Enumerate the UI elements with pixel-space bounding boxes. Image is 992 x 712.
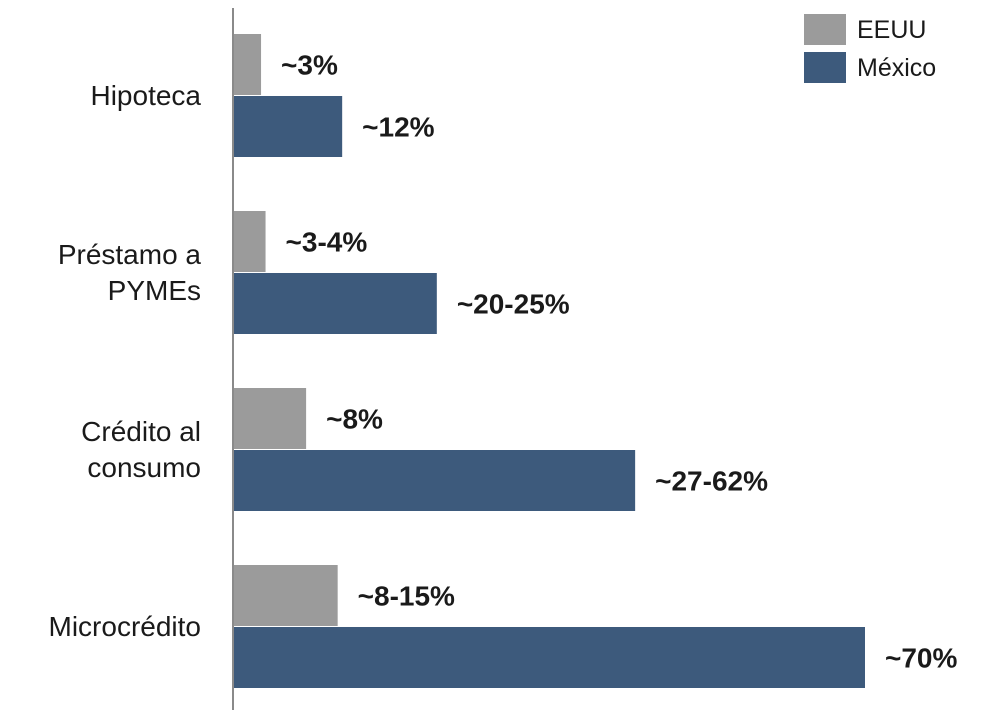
data-label-mexico-credito-al-consumo: ~27-62% xyxy=(655,466,768,497)
data-labels-group: ~3% ~12% ~3-4% ~20-25% ~8% ~27-62% ~8-15% ~70% xyxy=(281,50,957,674)
legend: EEUU México xyxy=(804,14,936,83)
bar-eeuu-hipoteca xyxy=(234,34,262,95)
category-label-line: Crédito al xyxy=(81,416,201,447)
data-label-eeuu-prestamo-a-pymes: ~3-4% xyxy=(286,227,368,258)
bar-eeuu-credito-al-consumo xyxy=(234,388,307,449)
category-label-prestamo-a-pymes: Préstamo a PYMEs xyxy=(58,239,202,306)
bar-mexico-hipoteca xyxy=(234,96,343,157)
bar-mexico-credito-al-consumo xyxy=(234,450,636,511)
category-label-line: PYMEs xyxy=(108,275,201,306)
category-label-line: Microcrédito xyxy=(49,611,201,642)
category-label-line: Hipoteca xyxy=(90,80,201,111)
bars-group xyxy=(234,34,865,688)
category-labels-group: Hipoteca Préstamo a PYMEs Crédito al consumo… xyxy=(49,80,202,642)
data-label-eeuu-credito-al-consumo: ~8% xyxy=(326,404,383,435)
category-label-credito-al-consumo: Crédito al consumo xyxy=(81,416,201,483)
data-label-eeuu-hipoteca: ~3% xyxy=(281,50,338,81)
category-label-microcredito: Microcrédito xyxy=(49,611,201,642)
data-label-mexico-prestamo-a-pymes: ~20-25% xyxy=(457,289,570,320)
bar-mexico-prestamo-a-pymes xyxy=(234,273,437,334)
legend-label-mexico: México xyxy=(857,54,936,82)
legend-label-eeuu: EEUU xyxy=(857,16,926,44)
bar-eeuu-prestamo-a-pymes xyxy=(234,211,266,272)
bar-eeuu-microcredito xyxy=(234,565,338,626)
category-label-hipoteca: Hipoteca xyxy=(90,80,201,111)
legend-swatch-mexico xyxy=(804,52,846,83)
category-label-line: Préstamo a xyxy=(58,239,202,270)
data-label-eeuu-microcredito: ~8-15% xyxy=(358,581,455,612)
data-label-mexico-microcredito: ~70% xyxy=(885,643,957,674)
legend-swatch-eeuu xyxy=(804,14,846,45)
bar-mexico-microcredito xyxy=(234,627,865,688)
category-label-line: consumo xyxy=(87,452,201,483)
data-label-mexico-hipoteca: ~12% xyxy=(362,112,434,143)
